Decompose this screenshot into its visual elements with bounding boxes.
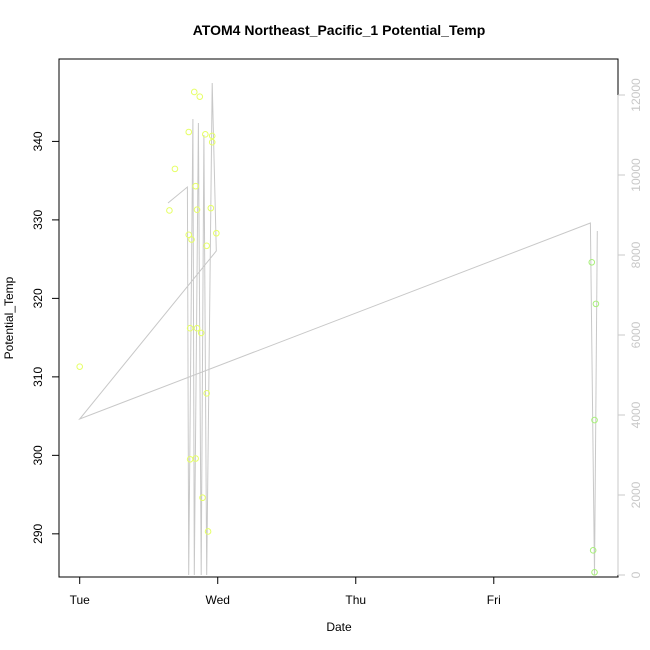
right-tick-label: 12000 — [629, 78, 643, 112]
data-point — [76, 363, 84, 370]
data-point — [166, 207, 173, 214]
data-point — [204, 528, 212, 535]
data-point — [185, 231, 193, 239]
data-point — [588, 258, 596, 266]
y-axis: 290 300 310 320 330 340 — [31, 131, 60, 544]
x-axis: Tue Wed Thu Fri — [70, 576, 501, 607]
data-point — [196, 93, 204, 100]
data-point — [193, 324, 201, 332]
x-axis-label: Date — [326, 620, 352, 634]
data-point — [188, 236, 195, 243]
y-tick-label: 290 — [31, 524, 45, 544]
data-point — [589, 547, 597, 554]
data-point — [197, 329, 205, 337]
data-point — [186, 324, 194, 332]
data-point — [185, 128, 193, 136]
data-point — [208, 132, 216, 140]
right-tick-label: 2000 — [629, 481, 643, 508]
y-tick-label: 340 — [31, 131, 45, 151]
right-axis: 0 2000 4000 6000 8000 10000 12000 — [617, 78, 643, 578]
right-tick-label: 10000 — [629, 158, 643, 192]
data-point — [193, 206, 201, 213]
x-tick-label: Fri — [487, 593, 501, 607]
depth-line — [78, 82, 598, 576]
data-point — [190, 88, 198, 96]
data-point — [203, 242, 210, 250]
data-point — [192, 182, 199, 190]
plot-box — [58, 58, 619, 578]
data-point — [171, 165, 179, 173]
data-point — [592, 300, 600, 308]
data-points — [76, 88, 600, 576]
depth-line-layer — [78, 82, 598, 576]
data-point — [203, 390, 210, 397]
data-point — [202, 131, 209, 138]
y-tick-label: 320 — [31, 288, 45, 308]
x-tick-label: Tue — [70, 593, 91, 607]
right-tick-label: 8000 — [629, 241, 643, 268]
data-point — [208, 138, 216, 146]
right-tick-label: 6000 — [629, 321, 643, 348]
data-point — [591, 568, 598, 576]
y-tick-label: 330 — [31, 210, 45, 230]
y-tick-label: 300 — [31, 445, 45, 465]
y-tick-label: 310 — [31, 367, 45, 387]
x-tick-label: Thu — [345, 593, 366, 607]
data-point — [591, 416, 598, 424]
data-point — [192, 455, 199, 462]
x-tick-label: Wed — [205, 593, 229, 607]
data-point — [199, 494, 206, 502]
data-point — [207, 204, 215, 212]
right-tick-label: 4000 — [629, 401, 643, 428]
chart-title: ATOM4 Northeast_Pacific_1 Potential_Temp — [193, 22, 486, 38]
y-axis-label: Potential_Temp — [2, 276, 16, 359]
right-tick-label: 0 — [629, 571, 643, 578]
data-point — [213, 229, 220, 237]
